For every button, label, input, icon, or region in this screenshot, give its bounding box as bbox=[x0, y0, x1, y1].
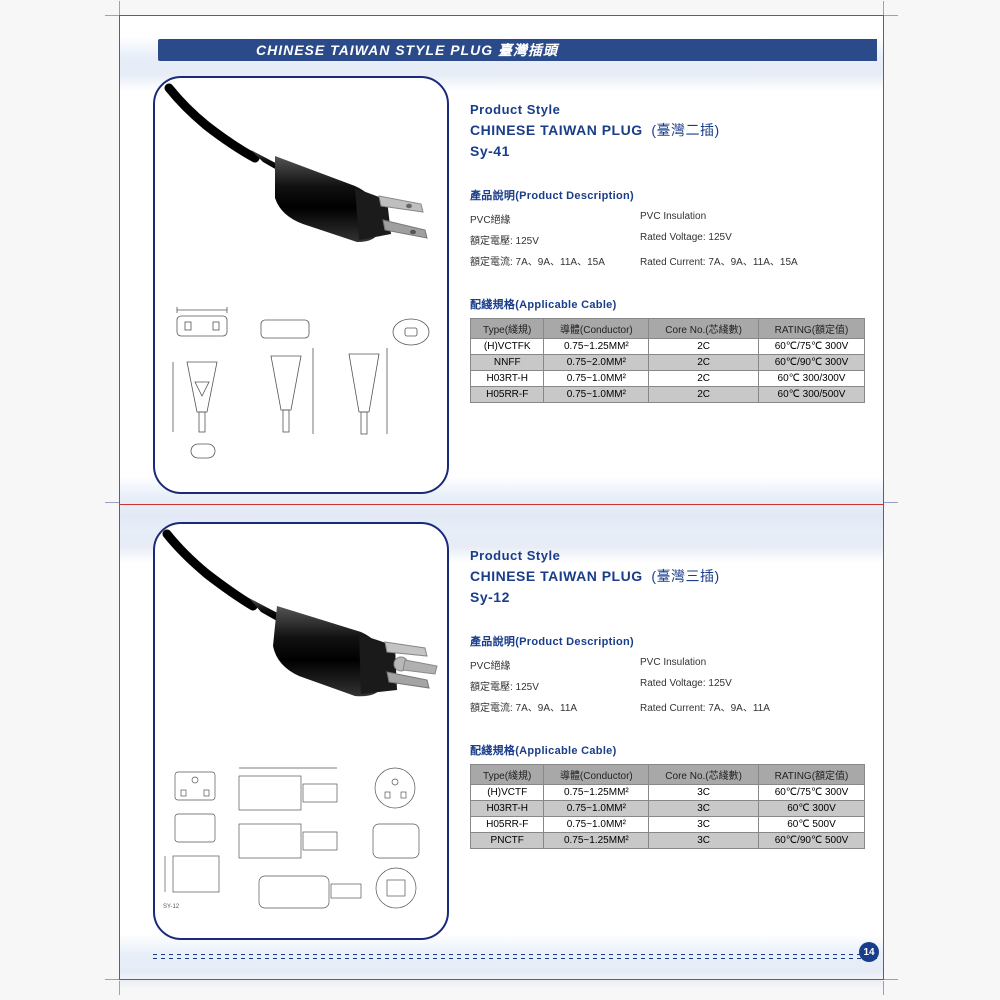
desc-row: PVC絕緣PVC Insulation bbox=[470, 211, 865, 226]
table-cell: 3C bbox=[649, 801, 759, 817]
table-header: Core No.(芯綫數) bbox=[649, 765, 759, 785]
table-cell: 0.75~1.0MM² bbox=[544, 817, 649, 833]
product-image-box: SY-12 bbox=[153, 522, 449, 940]
desc-row: 額定電流: 7A、9A、11ARated Current: 7A、9A、11A bbox=[470, 699, 865, 714]
product-section-2: SY-12 Product Style C bbox=[120, 512, 883, 962]
product-model: Sy-41 bbox=[470, 143, 865, 159]
table-cell: H05RR-F bbox=[471, 387, 544, 403]
table-row: (H)VCTFK0.75~1.25MM²2C60℃/75℃ 300V bbox=[471, 339, 865, 355]
desc-left: PVC絕緣 bbox=[470, 657, 640, 672]
desc-right: Rated Voltage: 125V bbox=[640, 678, 732, 693]
table-row: (H)VCTF0.75~1.25MM²3C60℃/75℃ 300V bbox=[471, 785, 865, 801]
table-row: NNFF0.75~2.0MM²2C60℃/90℃ 300V bbox=[471, 355, 865, 371]
desc-left: 額定電壓: 125V bbox=[470, 678, 640, 693]
desc-rows: PVC絕緣PVC Insulation額定電壓: 125VRated Volta… bbox=[470, 657, 865, 714]
table-cell: (H)VCTFK bbox=[471, 339, 544, 355]
table-cell: 3C bbox=[649, 817, 759, 833]
table-cell: 0.75~1.0MM² bbox=[544, 801, 649, 817]
product-style-label: Product Style bbox=[470, 548, 865, 563]
desc-right: PVC Insulation bbox=[640, 657, 706, 672]
table-row: H05RR-F0.75~1.0MM²3C60℃ 500V bbox=[471, 817, 865, 833]
table-cell: 60℃ 300V bbox=[759, 801, 865, 817]
table-header: Type(綫規) bbox=[471, 765, 544, 785]
table-cell: 0.75~1.25MM² bbox=[544, 833, 649, 849]
product-info: Product Style CHINESE TAIWAN PLUG (臺灣三插)… bbox=[470, 548, 865, 849]
desc-heading: 產品說明(Product Description) bbox=[470, 187, 865, 203]
product-style-label: Product Style bbox=[470, 102, 865, 117]
product-model: Sy-12 bbox=[470, 589, 865, 605]
desc-row: PVC絕緣PVC Insulation bbox=[470, 657, 865, 672]
table-cell: 60℃ 500V bbox=[759, 817, 865, 833]
cable-table: Type(綫規)導體(Conductor)Core No.(芯綫數)RATING… bbox=[470, 764, 865, 849]
table-cell: 60℃/90℃ 300V bbox=[759, 355, 865, 371]
table-cell: NNFF bbox=[471, 355, 544, 371]
product-title: CHINESE TAIWAN PLUG (臺灣三插) bbox=[470, 566, 865, 586]
table-header: RATING(額定值) bbox=[759, 765, 865, 785]
table-header: 導體(Conductor) bbox=[544, 765, 649, 785]
desc-heading: 產品說明(Product Description) bbox=[470, 633, 865, 649]
table-row: PNCTF0.75~1.25MM²3C60℃/90℃ 500V bbox=[471, 833, 865, 849]
desc-left: 額定電流: 7A、9A、11A、15A bbox=[470, 253, 640, 268]
catalog-page: CHINESE TAIWAN STYLE PLUG 臺灣插頭 bbox=[119, 15, 884, 980]
table-row: H05RR-F0.75~1.0MM²2C60℃ 300/500V bbox=[471, 387, 865, 403]
footer-dashline bbox=[153, 954, 877, 955]
table-header: Core No.(芯綫數) bbox=[649, 319, 759, 339]
table-cell: 3C bbox=[649, 833, 759, 849]
table-header: Type(綫規) bbox=[471, 319, 544, 339]
table-cell: H03RT-H bbox=[471, 371, 544, 387]
table-row: H03RT-H0.75~1.0MM²3C60℃ 300V bbox=[471, 801, 865, 817]
desc-left: 額定電流: 7A、9A、11A bbox=[470, 699, 640, 714]
table-cell: 0.75~2.0MM² bbox=[544, 355, 649, 371]
table-cell: 2C bbox=[649, 387, 759, 403]
table-header: 導體(Conductor) bbox=[544, 319, 649, 339]
table-cell: 60℃ 300/300V bbox=[759, 371, 865, 387]
table-cell: 0.75~1.0MM² bbox=[544, 387, 649, 403]
desc-right: Rated Voltage: 125V bbox=[640, 232, 732, 247]
table-cell: 2C bbox=[649, 371, 759, 387]
table-cell: 60℃/75℃ 300V bbox=[759, 785, 865, 801]
product-title: CHINESE TAIWAN PLUG (臺灣二插) bbox=[470, 120, 865, 140]
table-cell: 3C bbox=[649, 785, 759, 801]
plug-illustration bbox=[155, 524, 451, 762]
page-header: CHINESE TAIWAN STYLE PLUG 臺灣插頭 bbox=[158, 39, 877, 61]
plug-illustration bbox=[155, 78, 451, 308]
table-cell: 2C bbox=[649, 339, 759, 355]
desc-right: PVC Insulation bbox=[640, 211, 706, 226]
table-row: H03RT-H0.75~1.0MM²2C60℃ 300/300V bbox=[471, 371, 865, 387]
table-cell: 60℃/90℃ 500V bbox=[759, 833, 865, 849]
cable-heading: 配綫規格(Applicable Cable) bbox=[470, 296, 865, 312]
desc-left: 額定電壓: 125V bbox=[470, 232, 640, 247]
table-cell: 0.75~1.0MM² bbox=[544, 371, 649, 387]
schematic-drawing bbox=[163, 304, 443, 482]
table-cell: 0.75~1.25MM² bbox=[544, 785, 649, 801]
table-cell: (H)VCTF bbox=[471, 785, 544, 801]
footer-dashline bbox=[153, 958, 877, 959]
table-cell: 60℃ 300/500V bbox=[759, 387, 865, 403]
svg-text:SY-12: SY-12 bbox=[163, 904, 180, 910]
product-info: Product Style CHINESE TAIWAN PLUG (臺灣二插)… bbox=[470, 102, 865, 403]
product-image-box bbox=[153, 76, 449, 494]
desc-left: PVC絕緣 bbox=[470, 211, 640, 226]
table-cell: PNCTF bbox=[471, 833, 544, 849]
desc-row: 額定電流: 7A、9A、11A、15ARated Current: 7A、9A、… bbox=[470, 253, 865, 268]
cable-table: Type(綫規)導體(Conductor)Core No.(芯綫數)RATING… bbox=[470, 318, 865, 403]
schematic-drawing: SY-12 bbox=[163, 758, 443, 928]
desc-row: 額定電壓: 125VRated Voltage: 125V bbox=[470, 232, 865, 247]
desc-right: Rated Current: 7A、9A、11A、15A bbox=[640, 253, 798, 268]
cable-heading: 配綫規格(Applicable Cable) bbox=[470, 742, 865, 758]
desc-right: Rated Current: 7A、9A、11A bbox=[640, 699, 770, 714]
product-section-1: Product Style CHINESE TAIWAN PLUG (臺灣二插)… bbox=[120, 66, 883, 506]
table-header: RATING(額定值) bbox=[759, 319, 865, 339]
desc-row: 額定電壓: 125VRated Voltage: 125V bbox=[470, 678, 865, 693]
table-cell: 60℃/75℃ 300V bbox=[759, 339, 865, 355]
section-divider bbox=[120, 504, 883, 505]
table-cell: H05RR-F bbox=[471, 817, 544, 833]
table-cell: 0.75~1.25MM² bbox=[544, 339, 649, 355]
table-cell: H03RT-H bbox=[471, 801, 544, 817]
page-number-badge: 14 bbox=[859, 942, 879, 962]
desc-rows: PVC絕緣PVC Insulation額定電壓: 125VRated Volta… bbox=[470, 211, 865, 268]
table-cell: 2C bbox=[649, 355, 759, 371]
